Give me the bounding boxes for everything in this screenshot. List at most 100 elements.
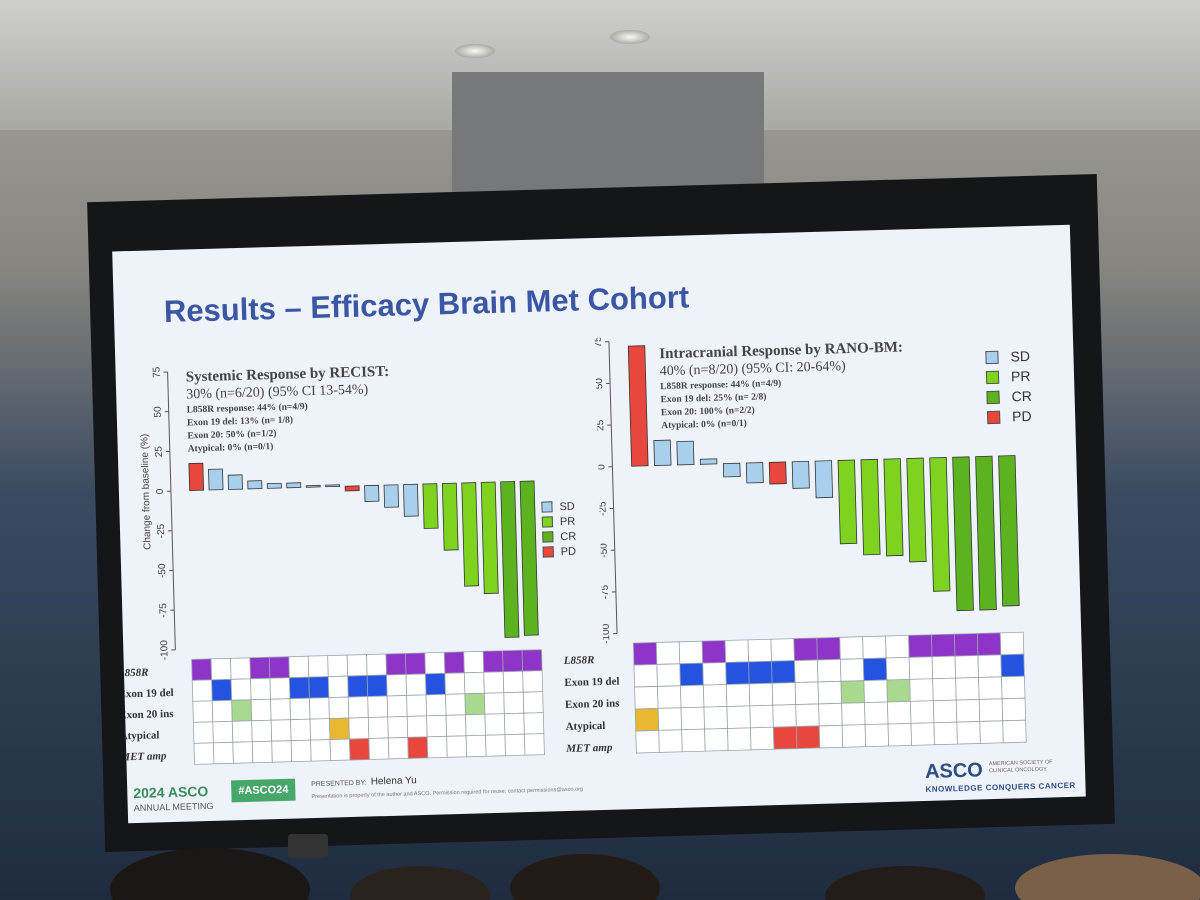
mutation-cell bbox=[704, 728, 729, 752]
legend-item-pd: PD bbox=[542, 544, 577, 560]
mutation-cell bbox=[288, 676, 310, 700]
mutation-cell bbox=[655, 641, 681, 665]
mutation-cell bbox=[210, 657, 232, 681]
legend-swatch-cr bbox=[542, 531, 554, 543]
mutation-cell bbox=[367, 716, 389, 739]
mutation-cell bbox=[290, 739, 312, 763]
mutation-cell bbox=[482, 650, 504, 673]
mutation-row-label: Exon 19 del bbox=[564, 675, 620, 690]
waterfall-bar bbox=[998, 455, 1020, 607]
asco-meeting-label: ANNUAL MEETING bbox=[133, 800, 214, 814]
mutation-cell bbox=[771, 660, 796, 684]
waterfall-bar bbox=[208, 468, 224, 491]
mutation-cell bbox=[521, 649, 543, 672]
mutation-cell bbox=[250, 698, 272, 722]
mutation-cell bbox=[931, 655, 957, 680]
mutation-cell bbox=[368, 737, 390, 760]
mutation-cell bbox=[484, 713, 506, 736]
mutation-cell bbox=[794, 659, 819, 683]
mutation-cell bbox=[841, 702, 866, 726]
mutation-cell bbox=[977, 654, 1002, 678]
asco-meeting-year: 2024 ASCO bbox=[133, 783, 209, 802]
mutation-cell bbox=[406, 715, 428, 738]
slide-title: Results – Efficacy Brain Met Cohort bbox=[163, 279, 690, 330]
y-tick-label: -25 bbox=[156, 523, 167, 538]
mutation-cell bbox=[656, 663, 681, 687]
mutation-cell bbox=[794, 681, 820, 705]
mutation-cell bbox=[955, 677, 980, 701]
mutation-cell bbox=[251, 719, 273, 743]
waterfall-bar bbox=[519, 480, 539, 636]
chart-legend: SD PR CR PD bbox=[985, 346, 1032, 427]
legend-label: PR bbox=[1010, 367, 1031, 385]
mutation-cell bbox=[503, 712, 525, 736]
mutation-cell bbox=[748, 682, 774, 707]
waterfall-bar bbox=[883, 458, 904, 557]
mutation-cell bbox=[635, 730, 660, 754]
mutation-cell bbox=[818, 724, 844, 749]
waterfall-bar bbox=[383, 484, 400, 508]
legend-item-sd: SD bbox=[985, 346, 1031, 367]
mutation-cell bbox=[885, 656, 911, 681]
mutation-cell bbox=[386, 674, 408, 697]
mutation-cell bbox=[250, 677, 271, 701]
mutation-row-label: Atypical bbox=[119, 729, 160, 743]
mutation-cell bbox=[999, 631, 1025, 656]
systemic-response-panel: Systemic Response by RECIST: 30% (n=6/20… bbox=[115, 348, 596, 771]
mutation-cell bbox=[231, 699, 253, 722]
mutation-cell bbox=[328, 696, 350, 720]
mutation-cell bbox=[887, 700, 912, 725]
legend-label: PD bbox=[560, 545, 577, 558]
mutation-cell bbox=[864, 723, 890, 748]
mutation-cell bbox=[387, 716, 409, 739]
disclaimer: Presentation is property of the author a… bbox=[311, 786, 584, 801]
mutation-cell bbox=[725, 661, 750, 685]
y-tick-label: 75 bbox=[595, 336, 604, 348]
legend-swatch-cr bbox=[986, 390, 1000, 404]
mutation-cell bbox=[366, 653, 387, 676]
mutation-cell bbox=[483, 671, 505, 694]
y-tick-label: 50 bbox=[153, 406, 164, 418]
mutation-cell bbox=[465, 713, 486, 737]
y-tick-label: 25 bbox=[595, 419, 606, 431]
mutation-cell bbox=[386, 695, 408, 718]
legend-item-cr: CR bbox=[986, 386, 1032, 407]
mutation-cell bbox=[270, 698, 291, 721]
waterfall-bar bbox=[188, 462, 205, 491]
mutation-cell bbox=[230, 678, 252, 701]
waterfall-bar bbox=[500, 481, 520, 638]
mutation-cell bbox=[634, 686, 659, 710]
y-axis-line bbox=[167, 371, 176, 650]
mutation-cell bbox=[387, 737, 409, 760]
presentation-slide: Results – Efficacy Brain Met Cohort Syst… bbox=[112, 224, 1086, 824]
mutation-cell bbox=[795, 725, 821, 749]
y-tick-label: -75 bbox=[158, 603, 169, 618]
waterfall-bar bbox=[768, 461, 787, 485]
mutation-cell bbox=[309, 718, 331, 741]
mutation-cell bbox=[407, 736, 429, 759]
waterfall-bar bbox=[227, 474, 243, 490]
mutation-cell bbox=[1001, 697, 1027, 722]
mutation-cell bbox=[1001, 675, 1026, 700]
mutation-cell bbox=[771, 682, 797, 706]
waterfall-bar bbox=[364, 484, 380, 502]
mutation-cell bbox=[308, 676, 330, 699]
legend-label: SD bbox=[559, 500, 575, 513]
waterfall-bar bbox=[325, 484, 341, 488]
mutation-cell bbox=[504, 733, 526, 757]
mutation-cell bbox=[679, 662, 704, 687]
waterfall-bar bbox=[837, 459, 858, 545]
mutation-cell bbox=[658, 729, 683, 753]
mutation-row-label: Exon 19 del bbox=[118, 686, 174, 701]
mutation-cell bbox=[192, 700, 214, 723]
mutation-cell bbox=[841, 724, 867, 748]
waterfall-bar bbox=[952, 456, 974, 612]
waterfall-bar bbox=[722, 462, 741, 478]
y-tick-label: -50 bbox=[157, 563, 168, 578]
mutation-cell bbox=[680, 706, 706, 731]
mutation-cell bbox=[1002, 719, 1027, 744]
mutation-cell bbox=[329, 717, 350, 741]
mutation-cell bbox=[632, 642, 658, 666]
legend-swatch-pr bbox=[985, 370, 1000, 384]
